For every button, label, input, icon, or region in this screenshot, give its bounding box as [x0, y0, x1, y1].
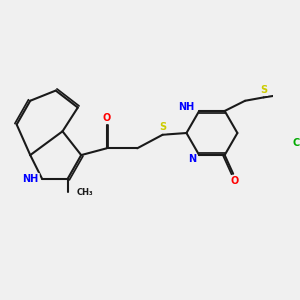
Text: O: O: [231, 176, 239, 186]
Text: O: O: [103, 113, 111, 123]
Text: NH: NH: [178, 102, 194, 112]
Text: NH: NH: [22, 174, 39, 184]
Text: S: S: [260, 85, 267, 95]
Text: N: N: [188, 154, 196, 164]
Text: Cl: Cl: [292, 137, 300, 148]
Text: CH₃: CH₃: [77, 188, 94, 197]
Text: S: S: [159, 122, 166, 132]
